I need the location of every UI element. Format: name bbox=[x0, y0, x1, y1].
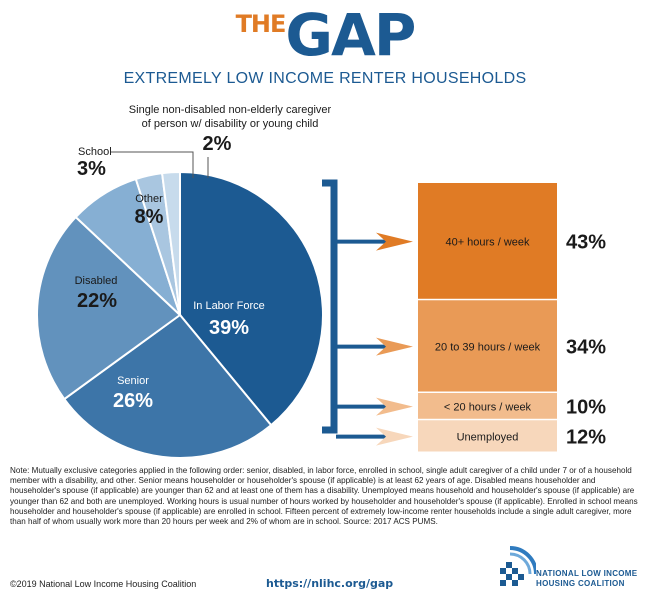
label-senior: Senior bbox=[117, 375, 149, 387]
nlihc-house-icon bbox=[500, 546, 536, 586]
label-caregiver-line2: of person w/ disability or young child bbox=[142, 118, 319, 130]
pie-chart bbox=[36, 170, 324, 459]
label-caregiver-line1: Single non-disabled non-elderly caregive… bbox=[129, 104, 332, 116]
logo-gap-text: GAP bbox=[285, 1, 416, 69]
bracket bbox=[322, 179, 338, 434]
label-disabled: Disabled bbox=[75, 275, 118, 287]
value-disabled: 22% bbox=[77, 290, 117, 312]
bar-value-40-plus: 43% bbox=[566, 232, 606, 254]
slice-senior bbox=[62, 313, 273, 459]
gap-url-link[interactable]: https://nlihc.org/gap bbox=[266, 577, 394, 590]
nlihc-org-name: NATIONAL LOW INCOME HOUSING COALITION bbox=[536, 569, 638, 588]
label-other: Other bbox=[135, 193, 163, 205]
bar-value-under-20: 10% bbox=[566, 397, 606, 419]
arrow-head-unemployed bbox=[376, 427, 413, 446]
slice-caregiver bbox=[160, 170, 181, 316]
bar-segment-20-to-39 bbox=[418, 300, 557, 392]
label-school: School bbox=[78, 146, 112, 158]
bar-segment-unemployed bbox=[418, 420, 557, 452]
copyright: ©2019 National Low Income Housing Coalit… bbox=[10, 579, 197, 589]
value-school: 3% bbox=[77, 158, 106, 180]
bar-label-unemployed: Unemployed bbox=[457, 432, 519, 444]
arrow-head-20-to-39 bbox=[376, 337, 413, 356]
bar-segment-40-plus bbox=[418, 183, 557, 299]
logo-the-text: THE bbox=[235, 10, 287, 38]
slice-in-labor-force bbox=[179, 170, 324, 427]
arrows bbox=[336, 232, 413, 446]
gap-logo: THEGAP bbox=[0, 6, 650, 64]
arrow-head-under-20 bbox=[376, 397, 413, 416]
chart-subtitle: EXTREMELY LOW INCOME RENTER HOUSEHOLDS bbox=[123, 70, 527, 87]
value-caregiver: 2% bbox=[203, 133, 232, 155]
bar-label-under-20: < 20 hours / week bbox=[444, 402, 532, 414]
bar-label-40-plus: 40+ hours / week bbox=[445, 237, 530, 249]
value-other: 8% bbox=[135, 206, 164, 228]
slice-disabled bbox=[36, 215, 182, 401]
footnote: Note: Mutually exclusive categories appl… bbox=[10, 466, 638, 527]
label-in-labor-force: In Labor Force bbox=[193, 300, 265, 312]
bar-label-20-to-39: 20 to 39 hours / week bbox=[435, 342, 541, 354]
bar-value-unemployed: 12% bbox=[566, 427, 606, 449]
bar-segment-under-20 bbox=[418, 393, 557, 419]
value-senior: 26% bbox=[113, 390, 153, 412]
stacked-bar: 40+ hours / week 43% 20 to 39 hours / week… bbox=[418, 183, 606, 452]
bar-value-20-to-39: 34% bbox=[566, 337, 606, 359]
arrow-head-40-plus bbox=[376, 232, 413, 251]
chart-canvas: 40+ hours / week 43% 20 to 39 hours / week… bbox=[36, 104, 606, 459]
school-leader-line bbox=[111, 151, 194, 178]
value-in-labor-force: 39% bbox=[209, 317, 249, 339]
